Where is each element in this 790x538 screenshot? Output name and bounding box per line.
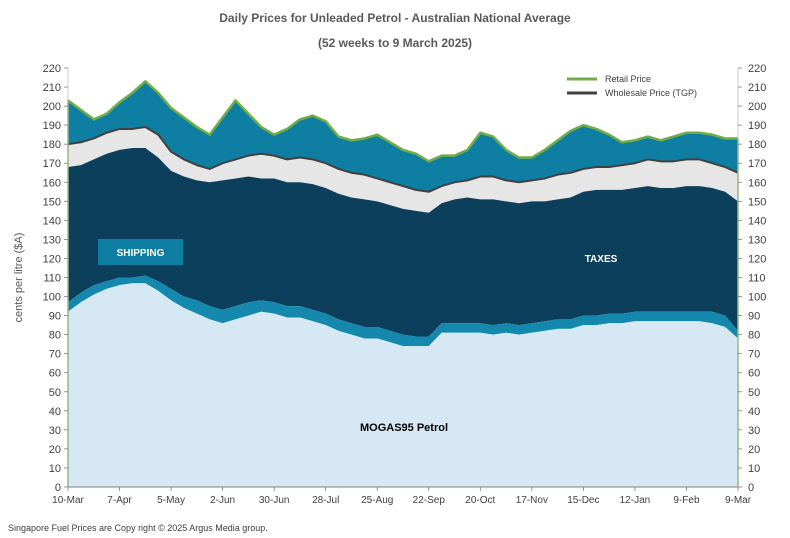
y-tick-label-right: 160 — [748, 177, 766, 189]
y-tick-label-left: 120 — [43, 253, 61, 265]
chart-annotations: SHIPPING TAXES MOGAS95 Petrol — [98, 239, 618, 434]
shipping-label: SHIPPING — [117, 248, 165, 259]
y-tick-label-right: 170 — [748, 158, 766, 170]
x-tick-label: 28-Jul — [312, 495, 339, 506]
shipping-band — [68, 275, 738, 347]
x-tick-label: 17-Nov — [516, 495, 548, 506]
y-tick-label-left: 90 — [49, 311, 61, 323]
taxes-label: TAXES — [585, 254, 618, 265]
y-tick-label-left: 190 — [43, 120, 61, 132]
y-tick-label-right: 60 — [748, 368, 760, 380]
mogas-label: MOGAS95 Petrol — [360, 422, 448, 434]
x-tick-label: 25-Aug — [361, 495, 393, 506]
y-tick-label-left: 220 — [43, 63, 61, 75]
chart-axes: 0 0 10 10 20 20 30 30 40 40 50 50 60 60 70 70 80 80 90 90 10… — [13, 63, 766, 506]
shipping-label-box — [98, 239, 183, 265]
x-tick-label: 20-Oct — [465, 495, 495, 506]
x-tick-label: 9-Mar — [725, 495, 752, 506]
y-tick-label-right: 80 — [748, 330, 760, 342]
y-tick-label-right: 30 — [748, 425, 760, 437]
y-tick-label-left: 170 — [43, 158, 61, 170]
y-tick-label-left: 110 — [43, 273, 61, 285]
y-tick-label-left: 30 — [49, 425, 61, 437]
y-tick-label-left: 160 — [43, 177, 61, 189]
x-tick-label: 12-Jan — [620, 495, 651, 506]
y-tick-label-left: 210 — [43, 82, 61, 94]
y-tick-label-left: 50 — [49, 387, 61, 399]
legend-wholesale-label: Wholesale Price (TGP) — [605, 88, 697, 98]
y-tick-label-left: 60 — [49, 368, 61, 380]
copyright-footer: Singapore Fuel Prices are Copy right © 2… — [8, 523, 268, 533]
y-tick-label-right: 190 — [748, 120, 766, 132]
y-tick-label-right: 210 — [748, 82, 766, 94]
y-tick-label-right: 50 — [748, 387, 760, 399]
taxes-band — [68, 147, 738, 337]
x-tick-label: 10-Mar — [52, 495, 84, 506]
y-tick-label-right: 100 — [748, 292, 766, 304]
y-tick-label-left: 10 — [49, 463, 61, 475]
wholesale-gap-band — [68, 127, 738, 213]
y-tick-label-right: 200 — [748, 101, 766, 113]
y-tick-label-left: 0 — [55, 482, 61, 494]
y-tick-label-left: 140 — [43, 215, 61, 227]
y-tick-label-left: 130 — [43, 234, 61, 246]
y-tick-label-right: 10 — [748, 463, 760, 475]
legend-retail-label: Retail Price — [605, 74, 651, 84]
x-tick-label: 15-Dec — [567, 495, 599, 506]
y-tick-label-left: 180 — [43, 139, 61, 151]
y-tick-label-right: 150 — [748, 196, 766, 208]
x-tick-label: 7-Apr — [107, 495, 132, 506]
y-tick-label-right: 120 — [748, 253, 766, 265]
y-tick-label-left: 200 — [43, 101, 61, 113]
x-tick-label: 22-Sep — [413, 495, 446, 506]
x-tick-label: 2-Jun — [210, 495, 235, 506]
x-tick-label: 5-May — [157, 495, 185, 506]
y-tick-label-left: 40 — [49, 406, 61, 418]
wholesale-price-line — [67, 126, 739, 193]
retail-price-line — [67, 80, 738, 163]
y-tick-label-left: 20 — [49, 444, 61, 456]
x-tick-label: 9-Feb — [673, 495, 700, 506]
y-tick-label-left: 80 — [49, 330, 61, 342]
x-tick-label: 30-Jun — [259, 495, 290, 506]
y-tick-label-right: 20 — [748, 444, 760, 456]
y-tick-label-right: 0 — [748, 482, 754, 494]
y-tick-label-right: 140 — [748, 215, 766, 227]
y-tick-label-right: 40 — [748, 406, 760, 418]
y-tick-label-right: 70 — [748, 349, 760, 361]
y-tick-label-right: 180 — [748, 139, 766, 151]
chart-legend: Retail Price Wholesale Price (TGP) — [567, 74, 697, 98]
chart-bands — [68, 81, 738, 487]
retail-margin-band — [68, 81, 738, 192]
y-tick-label-right: 110 — [748, 273, 766, 285]
y-tick-label-right: 130 — [748, 234, 766, 246]
mogas-band — [68, 283, 738, 487]
y-tick-label-left: 150 — [43, 196, 61, 208]
y-tick-label-left: 70 — [49, 349, 61, 361]
y-tick-label-left: 100 — [43, 292, 61, 304]
y-axis-title: cents per litre ($A) — [13, 233, 25, 323]
chart-subtitle: (52 weeks to 9 March 2025) — [317, 36, 473, 50]
chart-title: Daily Prices for Unleaded Petrol - Austr… — [219, 11, 571, 25]
y-tick-label-right: 90 — [748, 311, 760, 323]
y-tick-label-right: 220 — [748, 63, 766, 75]
